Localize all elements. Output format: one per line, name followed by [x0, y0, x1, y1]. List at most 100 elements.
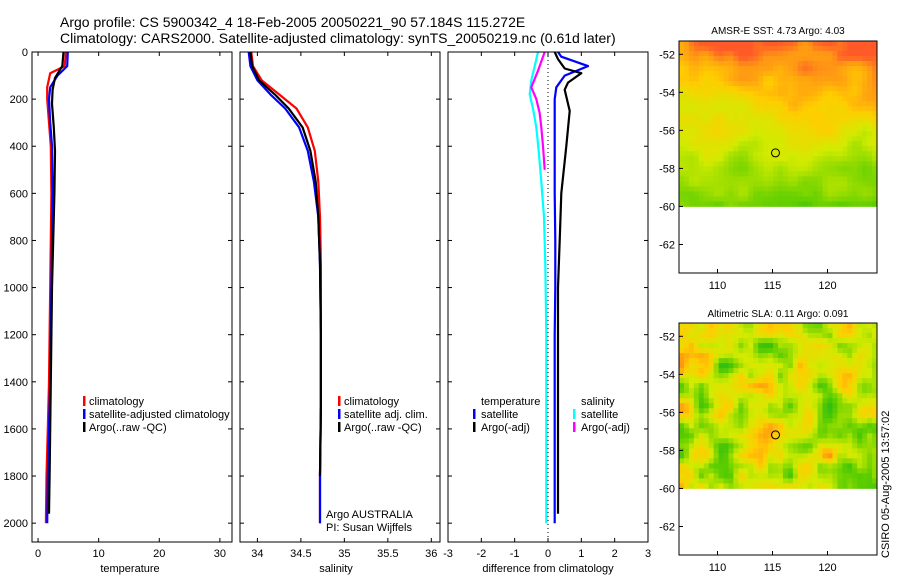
map-cell	[688, 323, 695, 329]
map-cell	[748, 348, 754, 354]
map-cell	[688, 101, 695, 107]
map-cell	[728, 453, 734, 459]
map-cell	[708, 201, 715, 207]
map-cell	[688, 51, 695, 57]
map-cell	[723, 453, 729, 459]
map-cell	[827, 473, 833, 479]
map-cell	[862, 343, 868, 349]
map-cell	[817, 483, 823, 489]
map-cell	[713, 151, 719, 157]
map-cell	[748, 111, 754, 117]
map-cell	[728, 166, 734, 172]
map-cell	[857, 91, 863, 97]
map-cell	[852, 348, 858, 354]
map-cell	[753, 111, 759, 117]
map-cell	[679, 56, 685, 62]
legend-label-argo: Argo(..raw -QC)	[89, 422, 167, 434]
map-cell	[728, 151, 734, 157]
map-cell	[787, 121, 794, 127]
map-cell	[832, 116, 838, 122]
sla-map-cells	[679, 323, 878, 489]
map-cell	[792, 378, 799, 384]
map-cell	[812, 131, 818, 137]
map-cell	[847, 101, 853, 107]
map-cell	[688, 86, 695, 92]
map-cell	[758, 323, 764, 329]
map-cell	[872, 358, 878, 364]
map-cell	[817, 91, 823, 97]
map-cell	[832, 131, 838, 137]
map-cell	[862, 146, 868, 152]
map-cell	[832, 358, 838, 364]
map-cell	[822, 443, 828, 449]
map-cell	[822, 51, 828, 57]
map-cell	[792, 338, 799, 344]
map-cell	[837, 443, 843, 449]
map-cell	[847, 378, 853, 384]
map-cell	[807, 76, 814, 82]
map-cell	[827, 433, 833, 439]
map-cell	[812, 383, 818, 389]
map-cell	[852, 478, 858, 484]
map-cell	[693, 51, 700, 57]
map-cell	[708, 348, 715, 354]
difference-legend-salinity: salinity satellite Argo(-adj)	[573, 396, 630, 434]
map-cell	[679, 101, 685, 107]
map-cell	[852, 333, 858, 339]
map-cell	[862, 463, 868, 469]
argo-float-marker	[770, 430, 780, 440]
series-line-salinity-satellite	[528, 51, 548, 524]
map-cell	[842, 343, 848, 349]
map-cell	[753, 438, 759, 444]
map-cell	[802, 66, 809, 72]
map-cell	[698, 438, 705, 444]
map-cell	[679, 483, 685, 489]
map-cell	[723, 81, 729, 87]
map-cell	[867, 333, 873, 339]
map-cell	[867, 443, 873, 449]
map-cell	[763, 368, 769, 374]
map-cell	[703, 483, 710, 489]
map-cell	[733, 171, 739, 177]
map-cell	[753, 66, 759, 72]
map-cell	[837, 343, 843, 349]
map-cell	[778, 151, 784, 157]
map-cell	[842, 156, 848, 162]
map-cell	[872, 388, 878, 394]
map-cell	[703, 363, 710, 369]
map-cell	[797, 403, 804, 409]
map-cell	[802, 41, 809, 47]
map-cell	[847, 423, 853, 429]
map-cell	[708, 151, 715, 157]
map-cell	[773, 41, 779, 47]
map-cell	[792, 443, 799, 449]
map-cell	[807, 328, 814, 334]
map-cell	[822, 146, 828, 152]
map-cell	[792, 393, 799, 399]
map-cell	[842, 76, 848, 82]
map-cell	[867, 116, 873, 122]
map-cell	[847, 161, 853, 167]
map-cell	[822, 86, 828, 92]
map-cell	[698, 458, 705, 464]
lon-tick-label: 110	[709, 562, 727, 574]
map-cell	[867, 186, 873, 192]
map-cell	[683, 116, 690, 122]
map-cell	[679, 358, 685, 364]
map-cell	[693, 343, 700, 349]
map-cell	[713, 338, 719, 344]
map-cell	[797, 56, 804, 62]
map-cell	[698, 41, 705, 47]
map-cell	[792, 358, 799, 364]
map-cell	[872, 121, 878, 127]
series-line-argo-raw-qc	[47, 51, 65, 514]
map-cell	[797, 473, 804, 479]
map-cell	[743, 363, 749, 369]
map-cell	[778, 51, 784, 57]
map-cell	[758, 136, 764, 142]
map-cell	[832, 111, 838, 117]
map-cell	[832, 141, 838, 147]
map-cell	[832, 468, 838, 474]
map-cell	[713, 181, 719, 187]
map-cell	[872, 111, 878, 117]
